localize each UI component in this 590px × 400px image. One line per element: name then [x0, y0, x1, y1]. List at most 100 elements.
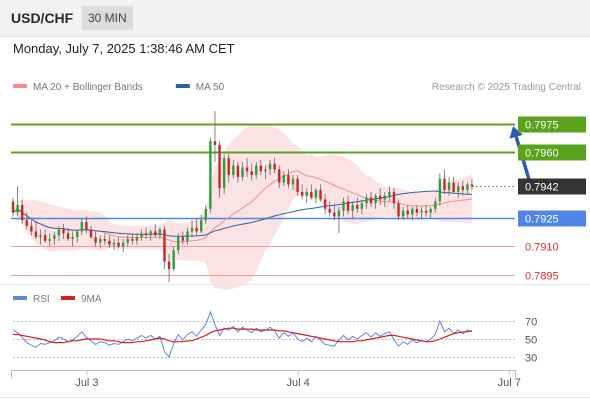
candle-body	[434, 201, 437, 209]
candle	[411, 206, 414, 221]
candle-body	[310, 191, 313, 198]
x-tick-label: Jul 7	[498, 377, 521, 389]
candle-body	[57, 229, 61, 236]
candle	[199, 214, 203, 234]
rsi-ma-line	[13, 327, 473, 344]
legend-label: MA 20 + Bollinger Bands	[33, 82, 143, 93]
candle	[227, 154, 230, 183]
candle	[406, 205, 409, 219]
candle-body	[452, 182, 455, 192]
candle	[434, 197, 437, 213]
candle	[167, 254, 171, 283]
candle-body	[259, 165, 263, 172]
candle	[392, 188, 396, 209]
candle-body	[20, 205, 24, 221]
candle	[443, 169, 446, 194]
candle-body	[181, 237, 185, 241]
bollinger-band-layer	[13, 122, 472, 290]
ma50-line	[12, 190, 473, 237]
candle	[323, 193, 327, 215]
candle	[80, 218, 84, 236]
candle-body	[282, 175, 286, 183]
candle-body	[30, 225, 33, 232]
candle	[383, 191, 386, 207]
candle	[328, 201, 331, 217]
candle-body	[195, 227, 198, 232]
candle-body	[305, 191, 308, 196]
candle	[452, 176, 455, 194]
candle	[342, 197, 345, 217]
candle-body	[420, 210, 423, 213]
candle-body	[34, 231, 38, 238]
candle	[39, 229, 42, 245]
candle	[333, 203, 336, 221]
candle	[34, 222, 38, 239]
candle-body	[135, 237, 139, 241]
candle	[131, 233, 134, 245]
candle	[43, 229, 47, 243]
level-label-0.7925: 0.7925	[525, 214, 559, 226]
candle	[144, 227, 148, 239]
candle	[218, 141, 221, 198]
candle	[346, 195, 350, 215]
candle	[291, 175, 295, 191]
candle	[314, 188, 318, 204]
candle-body	[158, 229, 162, 236]
candle	[397, 199, 400, 221]
candle-body	[278, 169, 281, 183]
candle	[154, 223, 157, 238]
candle-body	[190, 227, 194, 232]
instrument-title: USD/CHF	[11, 10, 74, 26]
candle-body	[388, 191, 391, 196]
candle	[222, 154, 226, 194]
candle-body	[397, 203, 400, 217]
candle-body	[163, 229, 166, 262]
candle-body	[25, 220, 28, 226]
candle	[62, 223, 65, 239]
main-legend: MA 20 + Bollinger Bands MA 50 Research © 2…	[0, 82, 590, 285]
moving-average-layer	[12, 170, 473, 243]
candle	[360, 199, 364, 215]
candle-body	[296, 178, 299, 192]
rsi-panel: RSI 9MA 70 50 30	[12, 294, 537, 365]
x-tick-label: Jul 4	[286, 377, 309, 389]
candle-body	[11, 201, 15, 213]
candle-body	[443, 178, 446, 191]
candle	[351, 201, 354, 219]
candle	[424, 205, 428, 217]
candle-body	[466, 184, 469, 191]
candle	[374, 193, 377, 209]
rsi-legend-swatch	[61, 296, 75, 300]
candle-body	[273, 163, 276, 170]
candle	[420, 206, 423, 219]
candle-body	[470, 184, 474, 187]
candle-body	[314, 190, 318, 198]
candle-body	[16, 205, 19, 213]
candle-body	[71, 237, 74, 239]
candle	[268, 159, 272, 176]
candle-body	[76, 231, 79, 238]
timeframe-badge[interactable]: 30 MIN	[82, 6, 133, 30]
candle	[305, 188, 308, 204]
candle-body	[392, 191, 396, 204]
candle	[232, 159, 235, 179]
candle	[16, 186, 19, 217]
candle	[11, 197, 15, 217]
candle-body	[140, 233, 143, 238]
candle-body	[99, 238, 102, 243]
candle	[310, 184, 313, 200]
candle-body	[379, 195, 382, 200]
candle	[273, 158, 276, 174]
current-price-box	[518, 178, 586, 195]
candle	[438, 173, 442, 206]
candle	[112, 238, 116, 251]
candle-body	[411, 208, 414, 215]
candle-body	[222, 158, 226, 189]
candle-body	[457, 186, 460, 192]
level-label-0.7975: 0.7975	[525, 120, 559, 132]
candle-body	[121, 242, 125, 247]
bollinger-band	[13, 122, 472, 290]
candle	[213, 111, 217, 162]
rsi-legend-swatch	[13, 296, 27, 300]
